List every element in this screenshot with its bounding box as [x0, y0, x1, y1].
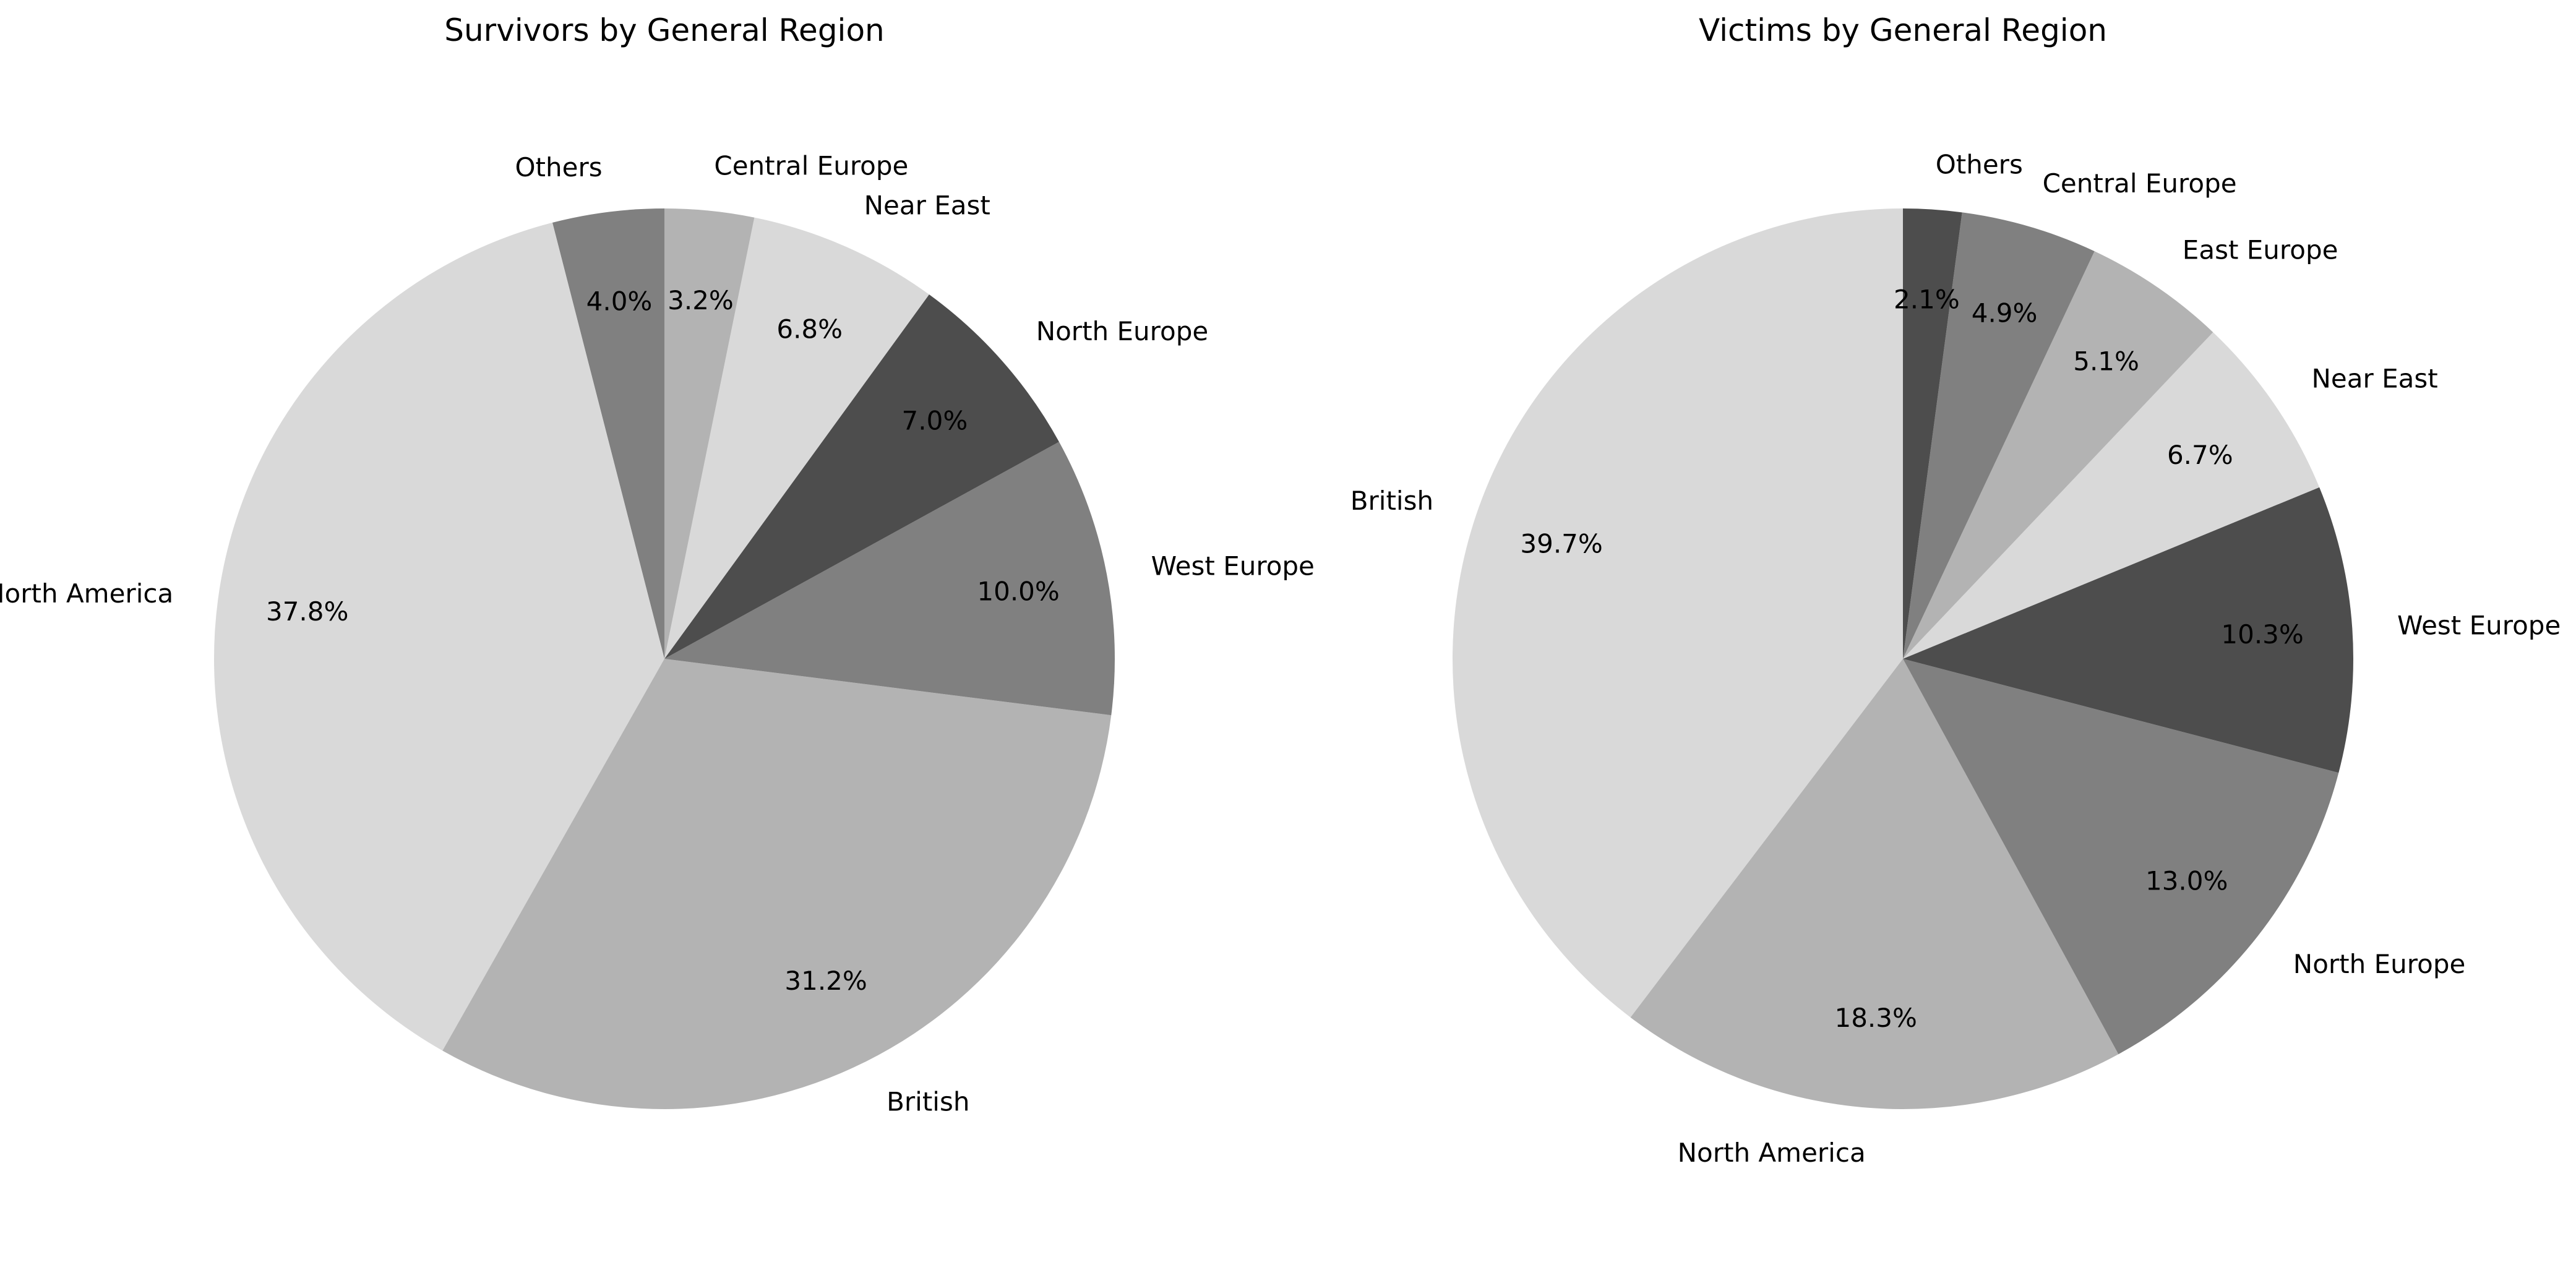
pie-slice-central-europe: [664, 208, 755, 659]
slice-percent-label: 4.9%: [1972, 298, 2038, 328]
slice-category-label: Near East: [2312, 364, 2438, 394]
pie-labels: 4.0% Others 37.8% North America 31.2% British…: [0, 151, 1315, 1117]
pie-slice-others: [1903, 208, 1962, 659]
slice-category-label: North Europe: [1036, 316, 1209, 346]
slice-category-label: North America: [0, 578, 173, 609]
pie-slice-north-europe: [1903, 659, 2339, 1055]
slice-percent-label: 10.0%: [977, 576, 1059, 606]
slice-percent-label: 2.1%: [1894, 284, 1960, 314]
slice-percent-label: 7.0%: [902, 405, 968, 435]
slice-percent-label: 3.2%: [668, 285, 734, 315]
pie-slices: [213, 208, 1115, 1109]
slice-category-label: North Europe: [2293, 949, 2466, 979]
slice-percent-label: 13.0%: [2145, 865, 2228, 896]
slice-category-label: Others: [515, 152, 602, 182]
slice-percent-label: 6.8%: [776, 314, 843, 345]
slice-category-label: East Europe: [2183, 234, 2338, 265]
chart-title: Survivors by General Region: [444, 12, 884, 48]
slice-percent-label: 10.3%: [2221, 619, 2303, 650]
slice-percent-label: 5.1%: [2073, 346, 2139, 377]
pie-slice-west-europe: [1903, 487, 2353, 773]
slice-category-label: West Europe: [1151, 551, 1315, 581]
slice-percent-label: 18.3%: [1834, 1003, 1917, 1033]
slice-category-label: West Europe: [2397, 611, 2561, 641]
pie-slice-others: [552, 208, 664, 659]
slice-category-label: Others: [1936, 149, 2023, 179]
pie-slice-west-europe: [664, 442, 1115, 716]
slice-category-label: British: [887, 1086, 969, 1117]
victims-pie-chart: Victims by General Region 39.7% British 18…: [1350, 12, 2561, 1168]
pie-slice-british: [442, 659, 1112, 1109]
slice-category-label: North America: [1678, 1138, 1866, 1168]
slice-percent-label: 4.0%: [586, 286, 653, 317]
slice-category-label: Central Europe: [714, 151, 908, 181]
slice-percent-label: 39.7%: [1520, 529, 1602, 559]
pie-labels: 39.7% British 18.3% North America 13.0% North…: [1350, 149, 2561, 1168]
pie-slice-british: [1452, 208, 1903, 1018]
slice-percent-label: 6.7%: [2167, 440, 2233, 470]
pie-slice-north-america: [1630, 659, 2119, 1109]
slice-category-label: Near East: [864, 191, 990, 221]
slice-percent-label: 37.8%: [266, 596, 348, 627]
slice-category-label: Central Europe: [2043, 168, 2237, 199]
pie-slice-north-europe: [664, 294, 1059, 659]
slice-category-label: British: [1350, 486, 1433, 516]
pie-slice-east-europe: [1903, 251, 2213, 659]
pie-slice-near-east: [664, 217, 929, 659]
survivors-pie-chart: Survivors by General Region 4.0% Others 37…: [0, 12, 1315, 1117]
chart-title: Victims by General Region: [1699, 12, 2107, 48]
pie-slice-central-europe: [1903, 212, 2095, 659]
slice-percent-label: 31.2%: [784, 966, 867, 996]
pie-slice-near-east: [1903, 332, 2320, 659]
pie-slices: [1452, 208, 2353, 1109]
pie-slice-north-america: [213, 222, 664, 1051]
